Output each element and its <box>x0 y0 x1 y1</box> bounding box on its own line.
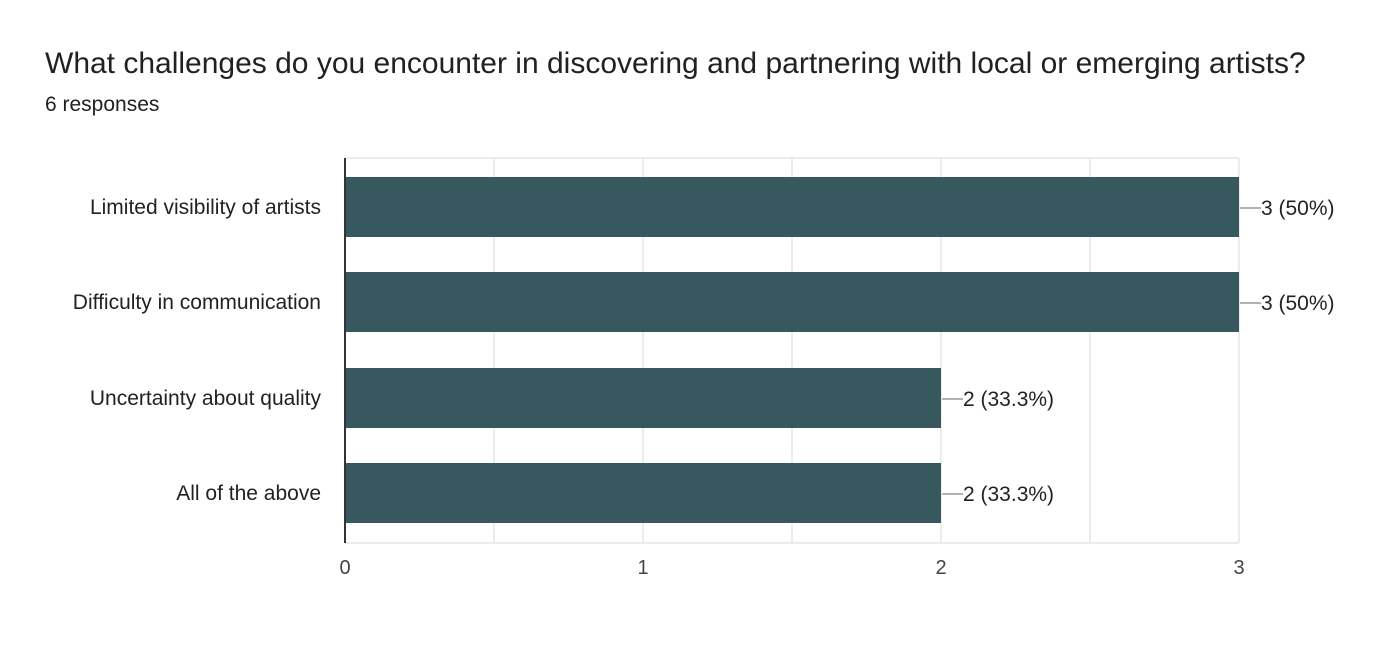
category-label: All of the above <box>176 482 321 505</box>
data-label: 2 (33.3%) <box>963 388 1054 411</box>
value-labels: 3 (50%) 3 (50%) 2 (33.3%) 2 (33.3%) <box>963 197 1335 506</box>
bar <box>345 272 1239 332</box>
bar <box>345 177 1239 237</box>
category-label: Difficulty in communication <box>73 291 321 314</box>
x-tick-label: 2 <box>935 557 946 579</box>
x-tick-label: 3 <box>1233 557 1244 579</box>
category-label: Uncertainty about quality <box>90 387 322 410</box>
x-tick-label: 1 <box>637 557 648 579</box>
category-label: Limited visibility of artists <box>90 196 321 219</box>
x-tick-labels: 0 1 2 3 <box>339 557 1244 579</box>
category-labels: Limited visibility of artists Difficulty … <box>73 196 322 505</box>
data-label: 3 (50%) <box>1261 292 1335 315</box>
leader-lines <box>942 207 1261 495</box>
response-count: 6 responses <box>45 93 160 116</box>
x-tick-label: 0 <box>339 557 350 579</box>
question-title: What challenges do you encounter in disc… <box>45 47 1306 80</box>
bars <box>345 177 1239 523</box>
bar <box>345 463 941 523</box>
data-label: 2 (33.3%) <box>963 483 1054 506</box>
bar <box>345 368 941 428</box>
data-label: 3 (50%) <box>1261 197 1335 220</box>
